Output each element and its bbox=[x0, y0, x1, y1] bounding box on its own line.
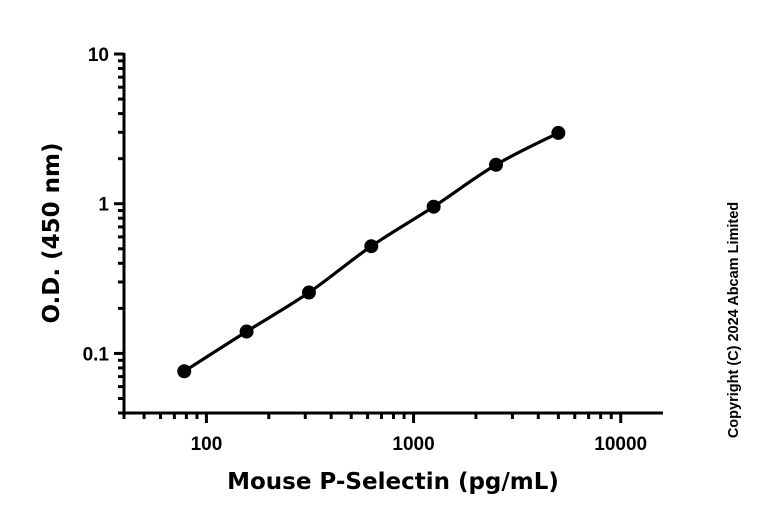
data-point-marker bbox=[426, 199, 441, 214]
x-axis-title: Mouse P-Selectin (pg/mL) bbox=[227, 469, 559, 495]
data-point-marker bbox=[364, 239, 379, 254]
data-point-marker bbox=[177, 364, 192, 379]
y-axis-title: O.D. (450 nm) bbox=[39, 142, 65, 323]
data-point-marker bbox=[301, 285, 316, 300]
y-tick-label: 0.1 bbox=[83, 344, 110, 365]
y-tick-label: 1 bbox=[98, 195, 109, 216]
copyright-notice: Copyright (C) 2024 Abcam Limited bbox=[726, 202, 742, 438]
data-points bbox=[177, 125, 566, 379]
x-axis: 100 1000 10000 bbox=[122, 411, 663, 455]
x-tick-label: 1000 bbox=[392, 434, 434, 455]
x-tick-label: 10000 bbox=[594, 434, 647, 455]
x-tick-label: 100 bbox=[191, 434, 223, 455]
y-axis: 0.1 1 10 bbox=[83, 45, 126, 415]
y-tick-label: 10 bbox=[88, 45, 109, 66]
data-point-marker bbox=[489, 157, 504, 172]
data-point-marker bbox=[239, 324, 254, 339]
data-point-marker bbox=[551, 125, 566, 140]
